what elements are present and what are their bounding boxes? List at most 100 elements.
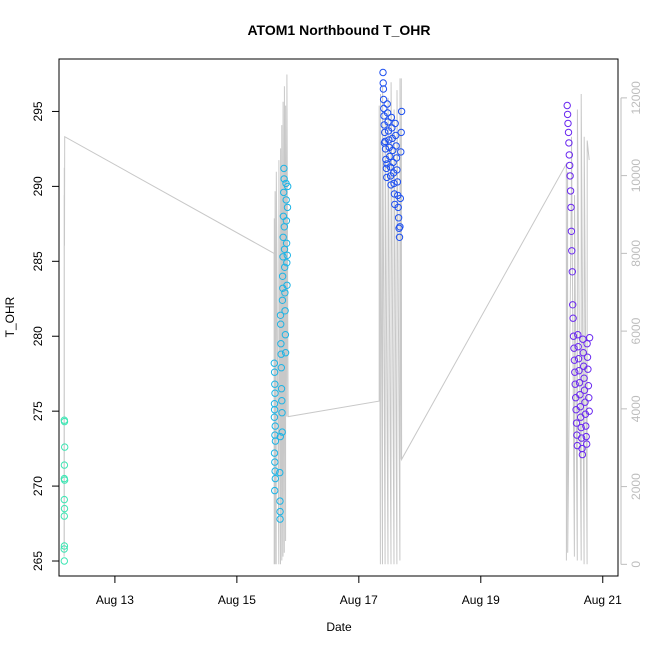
data-point bbox=[281, 263, 289, 271]
data-point bbox=[270, 413, 279, 421]
data-point bbox=[278, 409, 286, 417]
data-point bbox=[280, 164, 288, 173]
data-point bbox=[570, 344, 578, 352]
data-point bbox=[276, 311, 285, 319]
data-point bbox=[582, 432, 590, 441]
x-axis: Aug 13 Aug 15 Aug 17 Aug 19 Aug 21 bbox=[96, 576, 622, 607]
data-point bbox=[282, 196, 290, 204]
data-point bbox=[270, 406, 279, 414]
data-point bbox=[280, 188, 288, 197]
data-point bbox=[394, 214, 403, 222]
data-point bbox=[283, 281, 291, 289]
data-point bbox=[383, 109, 392, 117]
data-point bbox=[571, 368, 579, 376]
data-point bbox=[60, 443, 69, 451]
data-point bbox=[280, 175, 288, 183]
data-point bbox=[583, 353, 592, 361]
point-series-4 bbox=[563, 101, 594, 459]
data-point bbox=[576, 403, 584, 411]
data-point bbox=[387, 113, 396, 122]
data-point bbox=[386, 152, 394, 161]
data-point bbox=[565, 139, 573, 147]
point-series-1 bbox=[60, 416, 69, 565]
data-point bbox=[270, 359, 278, 367]
data-point bbox=[581, 398, 589, 406]
data-point bbox=[582, 422, 590, 430]
scatter-points bbox=[60, 68, 594, 565]
plot-frame bbox=[58, 58, 619, 577]
data-point bbox=[396, 223, 404, 231]
data-point bbox=[379, 68, 387, 77]
point-series-2 bbox=[270, 164, 292, 523]
data-point bbox=[277, 350, 285, 358]
data-point bbox=[284, 182, 292, 191]
data-point bbox=[575, 367, 583, 375]
data-point bbox=[577, 423, 585, 432]
data-point bbox=[393, 178, 402, 186]
data-point bbox=[569, 301, 577, 309]
right-axis-tick-label: 8000 bbox=[629, 240, 643, 267]
data-point bbox=[379, 95, 388, 104]
data-point bbox=[60, 461, 69, 469]
data-point bbox=[277, 364, 285, 372]
data-point bbox=[271, 486, 279, 495]
data-point bbox=[390, 179, 398, 188]
right-axis-tick-label: 10000 bbox=[629, 159, 643, 193]
data-point bbox=[281, 331, 290, 339]
x-tick-label: Aug 17 bbox=[340, 593, 378, 607]
data-point bbox=[279, 233, 287, 242]
data-point bbox=[271, 389, 279, 397]
data-point bbox=[563, 101, 571, 110]
data-point bbox=[382, 164, 391, 173]
data-point bbox=[383, 160, 391, 168]
data-point bbox=[276, 497, 284, 505]
data-point bbox=[283, 259, 291, 267]
data-point bbox=[277, 320, 285, 328]
data-point bbox=[397, 128, 405, 137]
y-tick-label: 265 bbox=[31, 551, 45, 571]
data-point bbox=[383, 100, 391, 108]
right-axis-tick-label: 0 bbox=[629, 561, 643, 568]
data-point bbox=[577, 434, 586, 442]
data-point bbox=[383, 173, 391, 182]
chart-title: ATOM1 Northbound T_OHR bbox=[247, 22, 430, 38]
x-tick-label: Aug 13 bbox=[96, 593, 134, 607]
right-axis-tick-label: 12000 bbox=[629, 81, 643, 115]
data-point bbox=[271, 467, 279, 475]
data-point bbox=[60, 476, 69, 484]
data-point bbox=[393, 166, 401, 174]
data-point bbox=[392, 131, 400, 140]
data-point bbox=[568, 247, 576, 255]
data-point bbox=[392, 154, 401, 162]
data-point bbox=[276, 507, 284, 516]
data-point bbox=[380, 104, 388, 113]
data-point bbox=[564, 119, 572, 128]
data-point bbox=[575, 379, 584, 387]
right-axis-tick-label: 4000 bbox=[629, 395, 643, 422]
y-tick-label: 270 bbox=[31, 476, 45, 496]
data-point bbox=[278, 397, 286, 405]
y-axis-label: T_OHR bbox=[3, 296, 17, 337]
y-axis: 265 270 275 280 285 290 295 bbox=[31, 101, 59, 571]
data-point bbox=[585, 334, 594, 342]
data-point bbox=[60, 504, 69, 513]
data-point bbox=[566, 172, 574, 180]
data-point bbox=[566, 187, 575, 195]
data-point bbox=[570, 356, 579, 364]
data-point bbox=[574, 331, 582, 339]
data-point bbox=[567, 227, 576, 236]
data-point bbox=[271, 380, 279, 388]
data-point bbox=[279, 253, 287, 261]
data-point bbox=[396, 194, 404, 203]
data-point bbox=[282, 239, 291, 248]
data-point bbox=[390, 190, 399, 198]
data-point bbox=[281, 289, 289, 297]
data-point bbox=[283, 251, 291, 260]
data-point bbox=[60, 512, 69, 520]
data-point bbox=[60, 545, 68, 553]
data-point bbox=[568, 268, 576, 276]
data-point bbox=[394, 203, 402, 212]
y-tick-label: 295 bbox=[31, 101, 45, 121]
data-point bbox=[270, 368, 279, 376]
point-series-3 bbox=[379, 68, 406, 242]
